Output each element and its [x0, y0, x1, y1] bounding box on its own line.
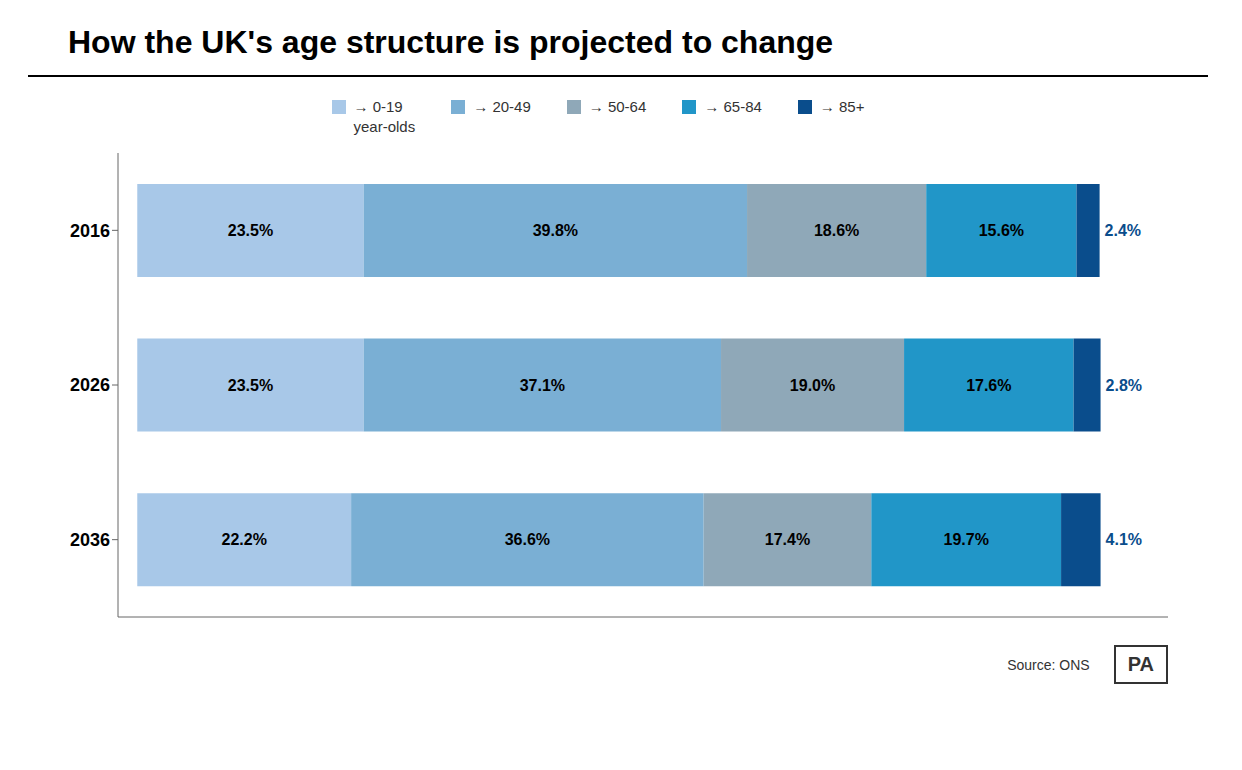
svg-text:37.1%: 37.1%	[520, 377, 565, 394]
svg-text:4.1%: 4.1%	[1106, 531, 1142, 548]
html-text:How the UK's age structure is: How the UK's age structure is projected …	[68, 24, 834, 60]
svg-text:2026: 2026	[70, 375, 110, 395]
svg-text:18.6%: 18.6%	[814, 222, 859, 239]
svg-text:39.8%: 39.8%	[533, 222, 578, 239]
svg-text:17.4%: 17.4%	[765, 531, 810, 548]
svg-text:19.7%: 19.7%	[944, 531, 989, 548]
svg-text:17.6%: 17.6%	[966, 377, 1011, 394]
html-text:→ 0-19: → 0-19	[353, 98, 403, 115]
html-text:→ 50-64: → 50-64	[588, 98, 647, 115]
svg-text:2016: 2016	[70, 221, 110, 241]
html-text:→ 85+: → 85+	[819, 98, 865, 115]
svg-text:2.8%: 2.8%	[1106, 377, 1142, 394]
svg-text:23.5%: 23.5%	[228, 377, 273, 394]
svg-text:2.4%: 2.4%	[1105, 222, 1141, 239]
svg-text:23.5%: 23.5%	[228, 222, 273, 239]
svg-text:2036: 2036	[70, 530, 110, 550]
html-text:→ 65-84: → 65-84	[704, 98, 762, 115]
svg-text:15.6%: 15.6%	[979, 222, 1024, 239]
svg-text:36.6%: 36.6%	[505, 531, 550, 548]
html-text:Source: ONS: Source: ONS	[1007, 656, 1090, 673]
svg-text:22.2%: 22.2%	[222, 531, 267, 548]
html-text:PA: PA	[1127, 653, 1154, 675]
html-text:year-olds: year-olds	[353, 118, 416, 135]
html-text:→ 20-49: → 20-49	[473, 98, 531, 115]
svg-text:19.0%: 19.0%	[790, 377, 835, 394]
